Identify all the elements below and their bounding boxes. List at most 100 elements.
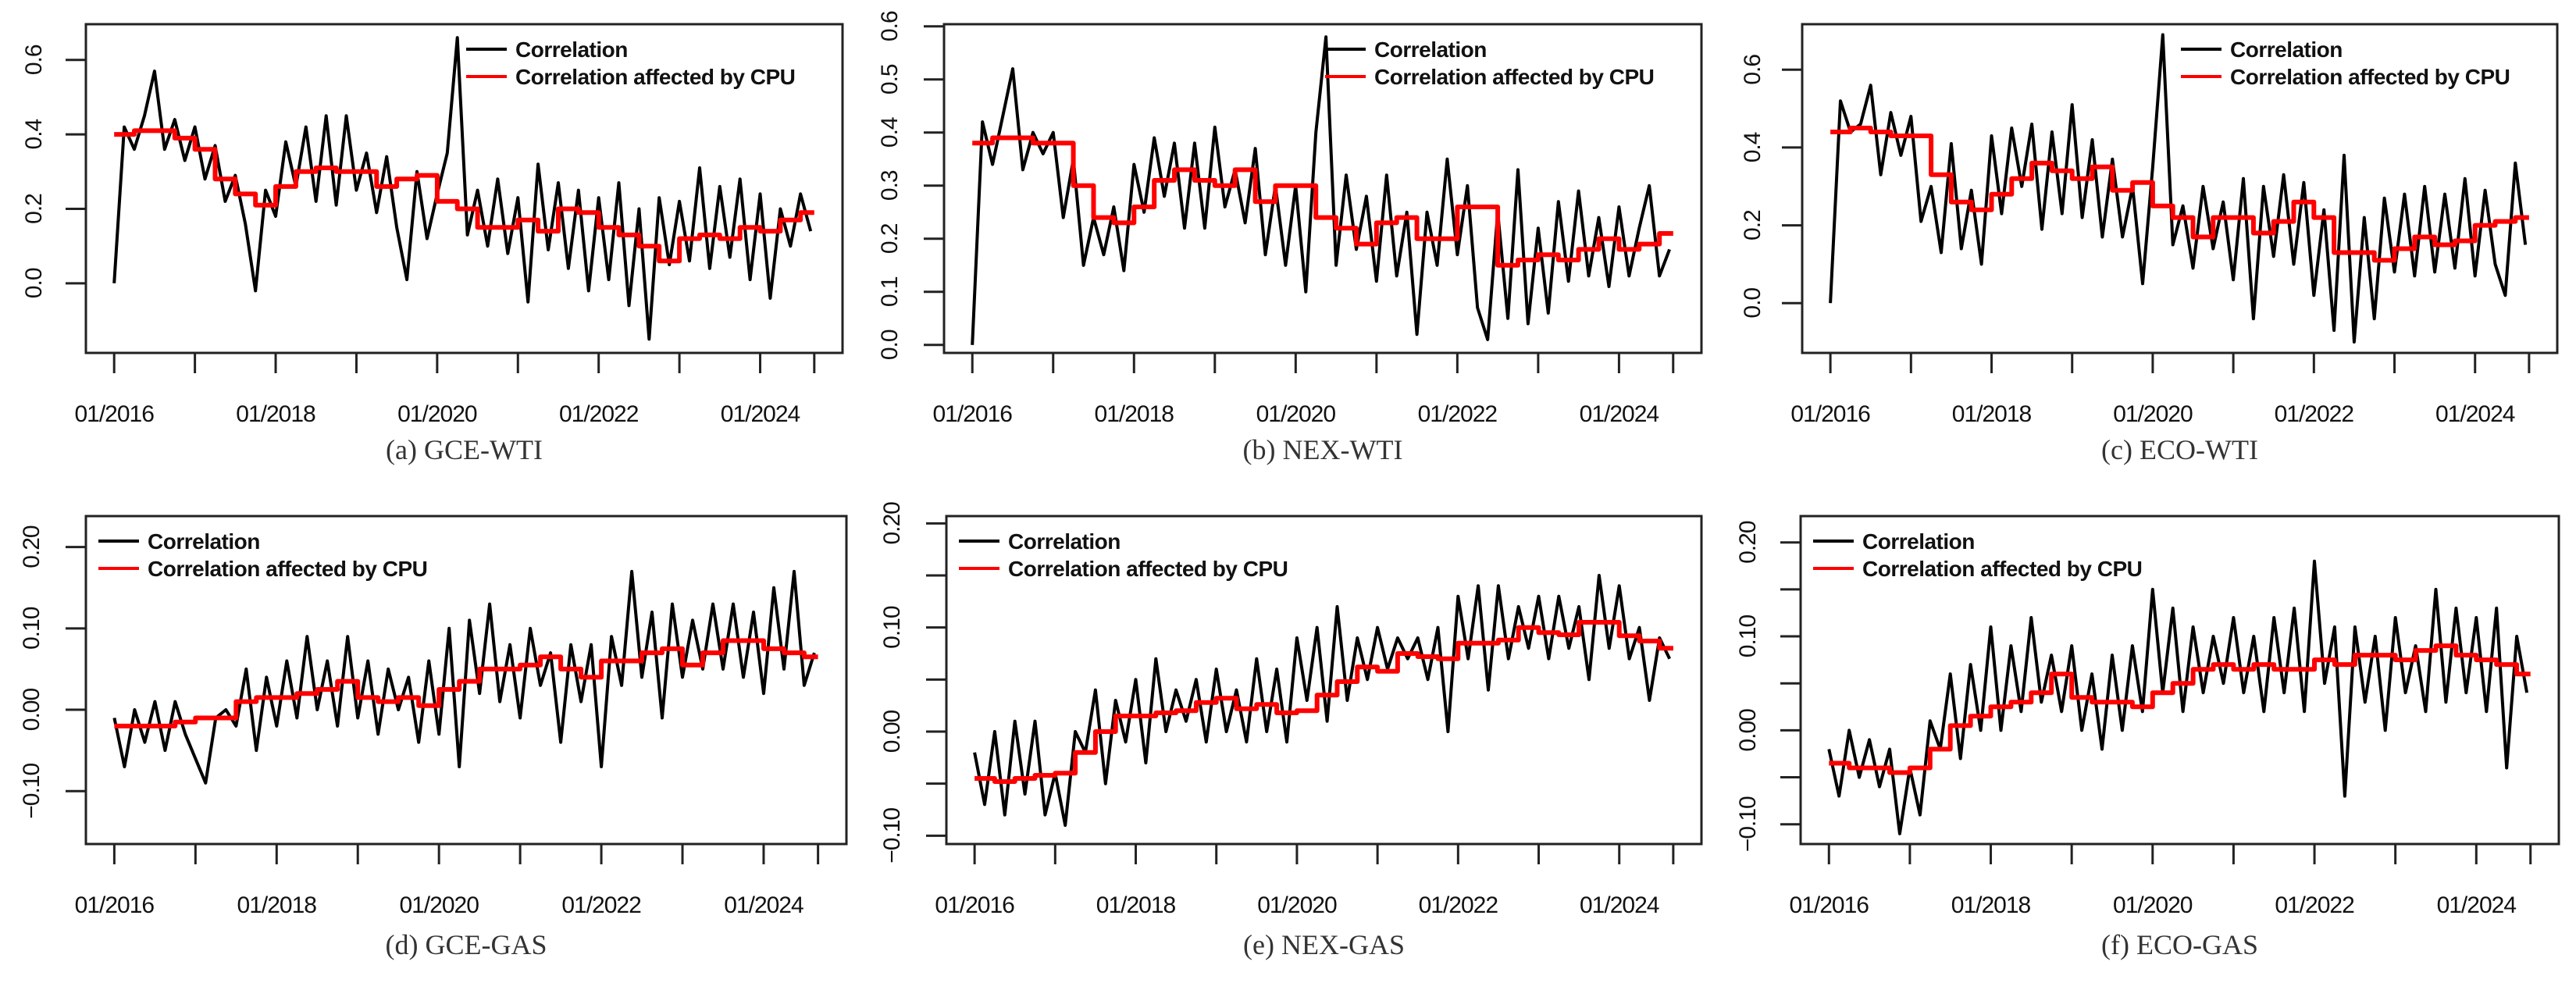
legend: Correlation Correlation affected by CPU bbox=[98, 529, 428, 581]
legend: Correlation Correlation affected by CPU bbox=[466, 37, 796, 89]
y-tick-label: 0.20 bbox=[19, 525, 45, 568]
y-tick-label: 0.10 bbox=[19, 607, 45, 650]
legend-label-cpu: Correlation affected by CPU bbox=[515, 65, 795, 89]
y-tick-label: 0.00 bbox=[879, 710, 905, 753]
x-tick-label: 01/2016 bbox=[933, 401, 1013, 427]
x-tick-label: 01/2024 bbox=[1580, 892, 1659, 918]
y-tick-label: 0.0 bbox=[877, 329, 903, 360]
x-tick-label: 01/2016 bbox=[1790, 892, 1869, 918]
legend-label-cpu: Correlation affected by CPU bbox=[1008, 557, 1288, 581]
legend-label-correlation: Correlation bbox=[1862, 529, 1975, 554]
y-tick-label: 0.00 bbox=[19, 689, 45, 732]
correlation-line bbox=[1827, 559, 2529, 835]
legend-label-cpu: Correlation affected by CPU bbox=[1374, 65, 1654, 89]
x-tick-label: 01/2020 bbox=[1256, 401, 1336, 427]
correlation-line bbox=[1829, 33, 2528, 344]
x-tick-label: 01/2024 bbox=[1580, 401, 1659, 427]
legend-label-correlation: Correlation bbox=[515, 37, 628, 62]
panel-gce-wti: 0.0 0.2 0.4 0.6 01/2016 01/2018 01/2020 01/2022… bbox=[21, 23, 844, 465]
x-tick-label: 01/2022 bbox=[1419, 892, 1498, 918]
y-tick-label: 0.4 bbox=[877, 117, 903, 148]
y-tick-label: 0.10 bbox=[879, 606, 905, 649]
y-tick-label: 0.4 bbox=[21, 119, 47, 149]
y-tick-label: 0.5 bbox=[877, 64, 903, 94]
y-tick-label: 0.10 bbox=[1735, 615, 1761, 658]
y-tick-label: 0.6 bbox=[877, 11, 903, 41]
x-tick-label: 01/2018 bbox=[236, 401, 315, 427]
legend: Correlation Correlation affected by CPU bbox=[959, 529, 1288, 581]
y-tick-label: 0.4 bbox=[1740, 132, 1765, 162]
plot-frame bbox=[84, 23, 844, 354]
y-tick-label: 0.0 bbox=[1740, 288, 1765, 319]
x-tick-label: 01/2020 bbox=[2113, 401, 2193, 427]
x-tick-label: 01/2016 bbox=[75, 892, 155, 918]
y-tick-label: 0.0 bbox=[21, 268, 47, 298]
correlation-line bbox=[971, 35, 1671, 345]
cpu-correlation-line bbox=[972, 135, 1673, 268]
x-tick-label: 01/2020 bbox=[2113, 892, 2193, 918]
y-tick-label: 0.3 bbox=[877, 170, 903, 201]
y-tick-label: 0.00 bbox=[1735, 709, 1761, 752]
cpu-correlation-line bbox=[114, 128, 814, 264]
legend: Correlation Correlation affected by CPU bbox=[1325, 37, 1655, 89]
y-tick-label: 0.6 bbox=[1740, 55, 1765, 85]
correlation-line bbox=[112, 569, 816, 785]
plot-frame bbox=[942, 23, 1703, 354]
x-tick-label: 01/2018 bbox=[1096, 892, 1176, 918]
panel-nex-gas: −0.10 0.00 0.10 0.20 01/2016 01/2018 01/2020 01… bbox=[879, 502, 1703, 960]
cpu-correlation-line bbox=[114, 638, 818, 728]
y-tick-label: −0.10 bbox=[879, 808, 905, 864]
panel-caption: (c) ECO-WTI bbox=[2101, 434, 2258, 465]
panel-caption: (f) ECO-GAS bbox=[2101, 929, 2258, 960]
panel-eco-wti: 0.0 0.2 0.4 0.6 01/2016 01/2018 01/2020 01/2022… bbox=[1740, 23, 2559, 465]
legend-label-cpu: Correlation affected by CPU bbox=[2230, 65, 2510, 89]
correlation-line bbox=[112, 36, 813, 341]
y-tick-label: 0.6 bbox=[21, 45, 47, 75]
x-tick-label: 01/2016 bbox=[74, 401, 154, 427]
y-tick-label: −0.10 bbox=[1735, 796, 1761, 852]
legend: Correlation Correlation affected by CPU bbox=[2181, 37, 2510, 89]
plot-frame bbox=[1801, 23, 2559, 354]
legend-label-correlation: Correlation bbox=[1374, 37, 1487, 62]
x-tick-label: 01/2022 bbox=[1418, 401, 1498, 427]
legend-label-correlation: Correlation bbox=[2230, 37, 2343, 62]
y-tick-label: 0.1 bbox=[877, 276, 903, 307]
cpu-correlation-line bbox=[1829, 643, 2531, 775]
x-tick-label: 01/2018 bbox=[237, 892, 317, 918]
legend-label-correlation: Correlation bbox=[1008, 529, 1121, 554]
x-tick-label: 01/2016 bbox=[935, 892, 1014, 918]
plot-frame bbox=[84, 515, 848, 846]
cpu-correlation-line bbox=[974, 620, 1673, 784]
y-tick-label: −0.10 bbox=[19, 763, 45, 818]
plot-frame bbox=[1799, 515, 2560, 846]
panel-caption: (a) GCE-WTI bbox=[386, 434, 543, 465]
x-tick-label: 01/2022 bbox=[2275, 401, 2354, 427]
x-tick-label: 01/2024 bbox=[721, 401, 800, 427]
panel-nex-wti: 0.0 0.1 0.2 0.3 0.4 0.5 0.6 01/2016 01/2018 01/20… bbox=[877, 11, 1703, 465]
panel-eco-gas: −0.10 0.00 0.10 0.20 01/2016 01/2018 01/2020 01… bbox=[1735, 515, 2560, 960]
x-tick-label: 01/2024 bbox=[2435, 401, 2515, 427]
x-tick-label: 01/2022 bbox=[559, 401, 639, 427]
x-tick-label: 01/2020 bbox=[397, 401, 477, 427]
legend-label-correlation: Correlation bbox=[148, 529, 260, 554]
y-tick-label: 0.20 bbox=[1735, 521, 1761, 564]
x-tick-label: 01/2018 bbox=[1095, 401, 1174, 427]
y-tick-label: 0.2 bbox=[21, 194, 47, 224]
x-tick-label: 01/2018 bbox=[1951, 892, 2031, 918]
x-tick-label: 01/2020 bbox=[399, 892, 479, 918]
x-tick-label: 01/2024 bbox=[2437, 892, 2517, 918]
y-tick-label: 0.2 bbox=[1740, 210, 1765, 240]
x-tick-label: 01/2020 bbox=[1257, 892, 1337, 918]
y-tick-label: 0.20 bbox=[879, 502, 905, 545]
legend: Correlation Correlation affected by CPU bbox=[1813, 529, 2143, 581]
x-tick-label: 01/2022 bbox=[2275, 892, 2354, 918]
x-tick-label: 01/2024 bbox=[724, 892, 803, 918]
x-tick-label: 01/2022 bbox=[561, 892, 641, 918]
y-tick-label: 0.2 bbox=[877, 223, 903, 254]
panel-caption: (e) NEX-GAS bbox=[1243, 929, 1405, 960]
panel-gce-gas: −0.10 0.00 0.10 0.20 01/2016 01/2018 01/2020 01… bbox=[19, 515, 848, 960]
x-tick-label: 01/2018 bbox=[1952, 401, 2032, 427]
legend-label-cpu: Correlation affected by CPU bbox=[148, 557, 427, 581]
x-tick-label: 01/2016 bbox=[1790, 401, 1870, 427]
